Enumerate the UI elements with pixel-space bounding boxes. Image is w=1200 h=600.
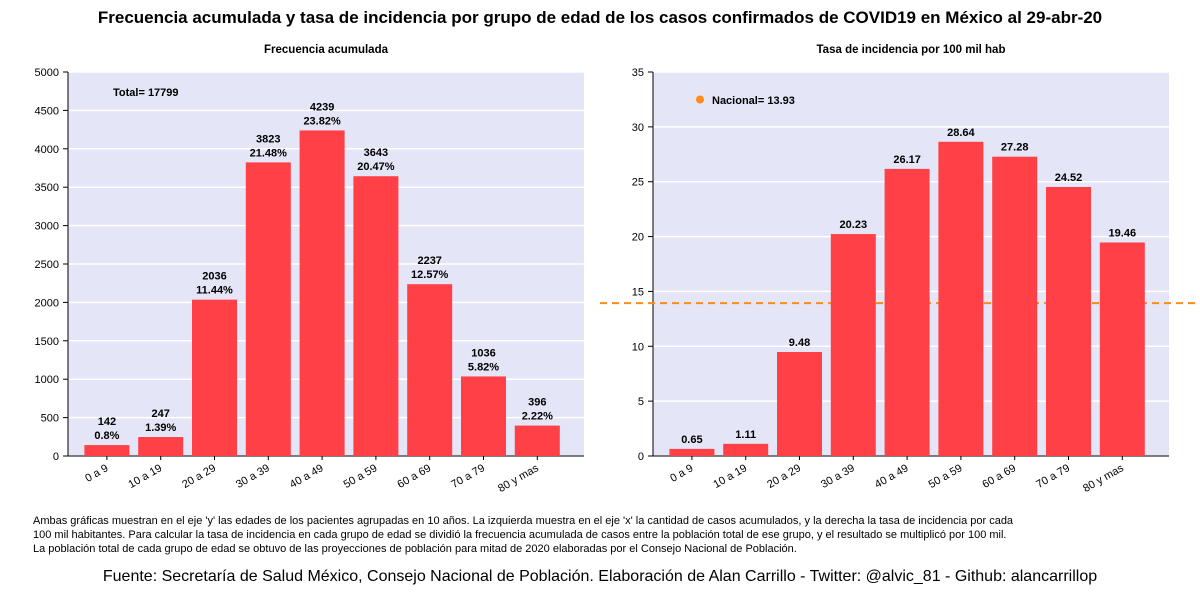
frecuencia-acumulada-chart: Frecuencia acumulada 0 500 1000 1500 2000 2500…: [35, 44, 584, 495]
x-tick-label: 70 a 79: [449, 462, 487, 491]
bar: [938, 141, 984, 456]
chart-subtitle: Tasa de incidencia por 100 mil hab: [817, 44, 1006, 56]
bar-percent-label: 2.22%: [522, 411, 553, 423]
y-tick-label: 4000: [35, 144, 59, 156]
y-tick-label: 2500: [35, 259, 59, 271]
bar: [514, 425, 560, 456]
bar-value-label: 26.17: [893, 154, 921, 166]
bar-value-label: 142: [98, 416, 116, 428]
bar: [138, 437, 184, 456]
x-tick-label: 30 a 39: [819, 462, 857, 491]
x-tick-label: 70 a 79: [1034, 462, 1072, 491]
explanatory-note: Ambas gráficas muestran en el eje 'y' la…: [33, 514, 1173, 556]
bar: [192, 299, 237, 456]
y-tick-label: 10: [632, 341, 644, 353]
y-tick-label: 0: [53, 451, 59, 463]
source-credit: Fuente: Secretaría de Salud México, Cons…: [102, 568, 1098, 585]
bar-percent-label: 1.39%: [145, 422, 176, 434]
x-tick-label: 60 a 69: [980, 462, 1018, 491]
y-tick-label: 5: [638, 396, 644, 408]
y-tick-label: 1500: [35, 336, 59, 348]
x-tick-label: 0 a 9: [83, 462, 110, 485]
bar: [299, 130, 345, 456]
bar-value-label: 3643: [364, 147, 388, 159]
bar-value-label: 1.11: [735, 429, 756, 441]
y-tick-label: 25: [632, 177, 644, 189]
y-tick-label: 500: [41, 413, 59, 425]
page-title: Frecuencia acumulada y tasa de incidenci…: [97, 8, 1103, 27]
bar-value-label: 9.48: [789, 337, 810, 349]
x-tick-label: 80 y mas: [1081, 462, 1126, 495]
bar-value-label: 19.46: [1109, 227, 1137, 239]
bar-value-label: 1036: [471, 347, 495, 359]
x-tick-label: 20 a 29: [180, 462, 218, 491]
bar-value-label: 396: [528, 397, 546, 409]
bar-percent-label: 21.48%: [250, 147, 288, 159]
bar: [245, 162, 291, 456]
bar-value-label: 28.64: [947, 127, 975, 139]
tasa-incidencia-chart: Tasa de incidencia por 100 mil hab 0 5 10 15…: [600, 44, 1200, 495]
y-tick-label: 35: [632, 67, 644, 79]
x-tick-label: 60 a 69: [395, 462, 433, 491]
bar-percent-label: 23.82%: [303, 115, 341, 127]
bar-value-label: 2036: [202, 271, 226, 283]
bar-percent-label: 20.47%: [357, 161, 395, 173]
bar-value-label: 3823: [256, 133, 280, 145]
y-tick-label: 20: [632, 232, 644, 244]
legend-marker: [696, 95, 704, 104]
bar-value-label: 247: [152, 408, 170, 420]
x-tick-label: 30 a 39: [234, 462, 272, 491]
y-tick-label: 1000: [35, 374, 59, 386]
bar: [1099, 242, 1145, 456]
y-tick-label: 3000: [35, 221, 59, 233]
bar-value-label: 20.23: [840, 219, 868, 231]
x-tick-label: 50 a 59: [342, 462, 380, 491]
note-line: 100 mil habitantes. Para calcular la tas…: [33, 529, 1007, 541]
x-tick-label: 0 a 9: [668, 462, 695, 485]
bar-percent-label: 5.82%: [468, 361, 499, 373]
bar-percent-label: 12.57%: [411, 269, 449, 281]
bar-value-label: 4239: [310, 101, 334, 113]
bar-value-label: 24.52: [1055, 172, 1083, 184]
total-annotation: Total= 17799: [113, 87, 179, 99]
x-tick-label: 10 a 19: [126, 462, 164, 491]
y-tick-label: 3500: [35, 182, 59, 194]
bar: [353, 176, 399, 457]
x-tick-label: 80 y mas: [496, 462, 541, 495]
bar: [1046, 186, 1091, 456]
bar-value-label: 27.28: [1001, 142, 1029, 154]
y-tick-label: 30: [632, 122, 644, 134]
bar: [723, 443, 769, 456]
x-tick-label: 20 a 29: [765, 462, 803, 491]
chart-subtitle: Frecuencia acumulada: [264, 44, 389, 56]
y-tick-label: 4500: [35, 105, 59, 117]
legend-label: Nacional= 13.93: [712, 95, 795, 107]
bar: [461, 376, 506, 456]
y-tick-label: 0: [638, 451, 644, 463]
bar: [669, 448, 715, 456]
x-tick-label: 10 a 19: [711, 462, 749, 491]
bar: [992, 156, 1038, 456]
bar: [777, 351, 822, 456]
y-tick-label: 5000: [35, 67, 59, 79]
note-line: La población total de cada grupo de edad…: [33, 543, 797, 555]
bar-value-label: 2237: [417, 255, 441, 267]
bar: [884, 168, 930, 456]
bar: [830, 234, 876, 456]
x-tick-label: 40 a 49: [873, 462, 911, 491]
bar: [407, 284, 453, 456]
bar-percent-label: 11.44%: [196, 285, 233, 297]
y-tick-label: 15: [632, 286, 644, 298]
x-tick-label: 40 a 49: [288, 462, 326, 491]
bar-percent-label: 0.8%: [94, 430, 119, 442]
x-tick-label: 50 a 59: [927, 462, 965, 491]
note-line: Ambas gráficas muestran en el eje 'y' la…: [33, 515, 1014, 527]
y-tick-label: 2000: [35, 297, 59, 309]
bar-value-label: 0.65: [681, 434, 702, 446]
bar: [84, 445, 130, 456]
